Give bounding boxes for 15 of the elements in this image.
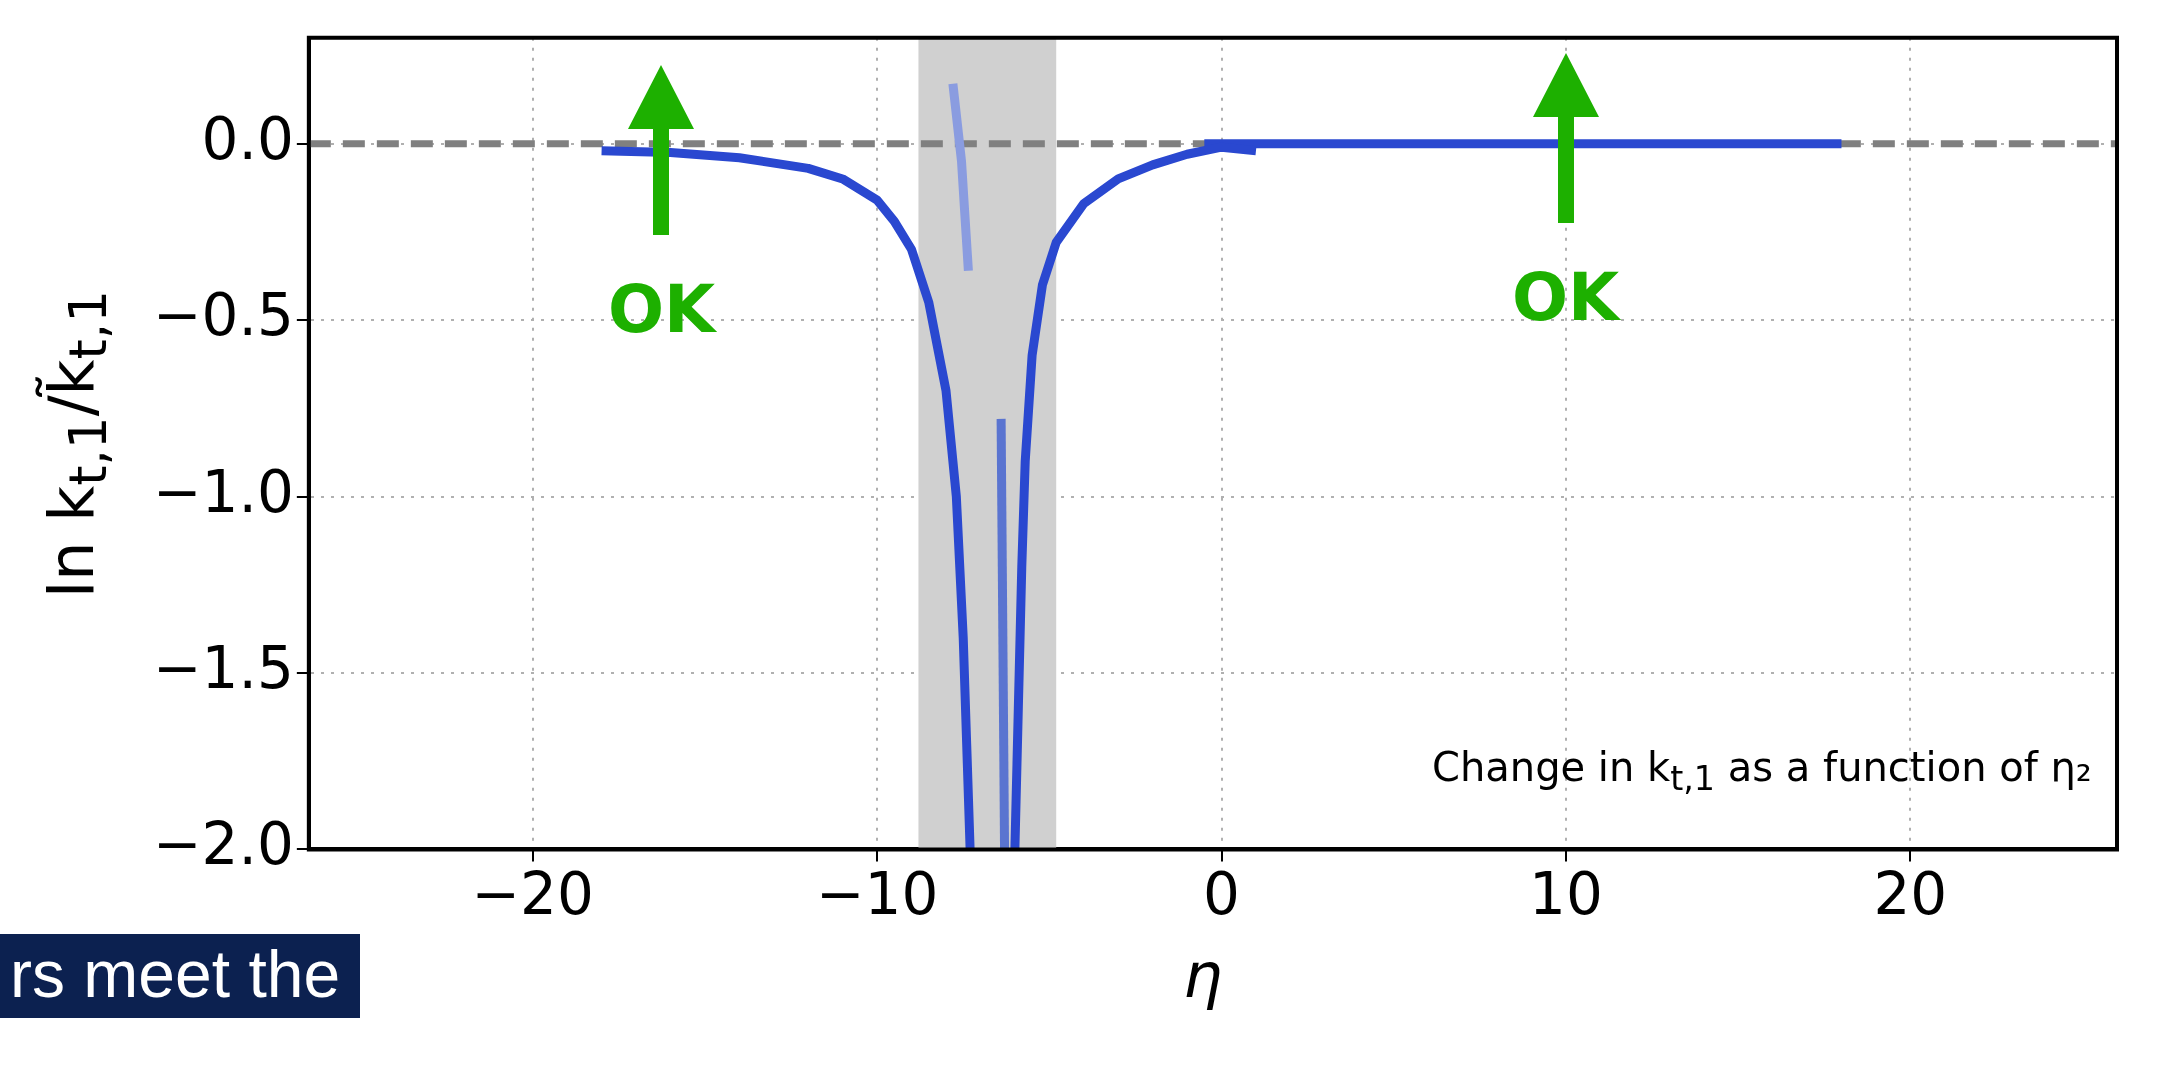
x-tick-label: −20 (471, 860, 594, 929)
x-axis-title: η (1182, 939, 1223, 1013)
y-tick-label: −0.5 (152, 281, 294, 350)
x-tick-label: 0 (1203, 860, 1240, 929)
x-tick-label: −10 (815, 860, 939, 929)
x-tick-label: 20 (1873, 860, 1948, 929)
annotation: Change in k$_{t,1}$ as a function of η₂ (1432, 744, 2092, 799)
annotation: OK (607, 271, 716, 349)
y-tick-label: 0.0 (201, 104, 294, 173)
x-tick-label: 10 (1529, 860, 1603, 929)
y-tick-label: −1.0 (152, 457, 294, 526)
y-tick-label: −1.5 (152, 634, 294, 703)
annotation: OK (1512, 259, 1620, 336)
text: rs meet the (0, 934, 361, 1019)
y-tick-label: −2.0 (152, 810, 294, 879)
